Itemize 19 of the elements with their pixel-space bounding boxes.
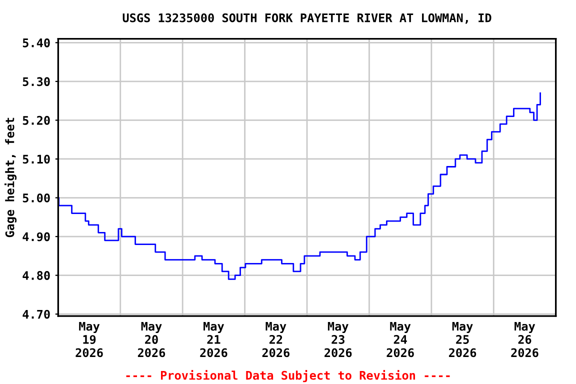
text: ---- Provisional Data Subject to Revision ---- [126, 370, 450, 382]
y-tick-label: 5.40 [22, 38, 50, 48]
y-tick-label: 5.00 [22, 193, 50, 202]
x-tick-label: May 25 2026 [448, 322, 476, 358]
x-tick-label: May 26 2026 [511, 322, 538, 358]
y-axis-title: Gage height, feet [4, 118, 17, 238]
y-tick-label: 5.10 [22, 154, 50, 164]
x-tick-label: May 23 2026 [324, 322, 352, 358]
y-tick-label: 4.80 [22, 271, 50, 280]
x-tick-label: May 21 2026 [200, 322, 228, 358]
x-tick-label: May 19 2026 [76, 322, 103, 358]
x-tick-label: May 24 2026 [386, 322, 414, 358]
chart-title: USGS 13235000 SOUTH FORK PAYETTE RIVER AT LOWMAN, ID [122, 13, 492, 24]
x-tick-label: May 20 2026 [138, 322, 166, 358]
y-tick-label: 5.20 [22, 116, 50, 125]
y-tick-label: 4.70 [22, 310, 50, 319]
y-tick-label: 5.30 [22, 77, 50, 86]
y-tick-label: 4.90 [22, 232, 50, 242]
x-tick-label: May 22 2026 [262, 322, 290, 358]
